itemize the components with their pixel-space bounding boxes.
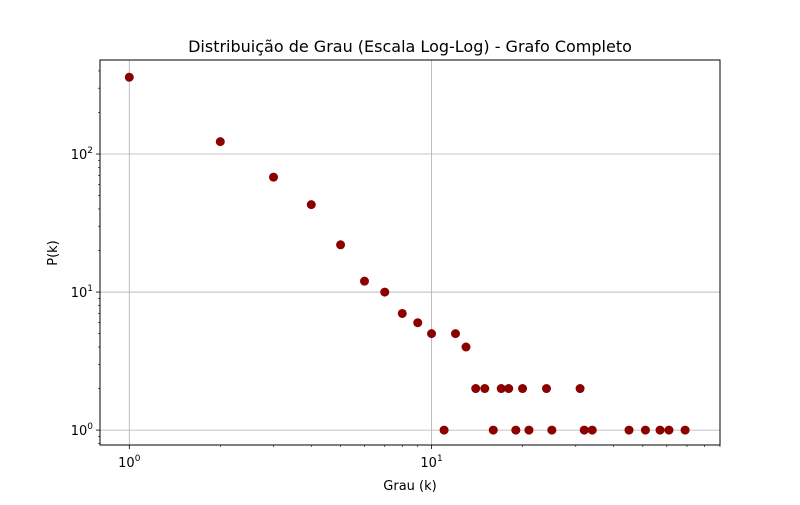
y-tick-label: 101 — [71, 284, 93, 301]
data-point — [360, 276, 370, 286]
data-point — [397, 308, 407, 318]
data-point — [587, 425, 597, 435]
data-point — [624, 425, 634, 435]
chart-title: Distribuição de Grau (Escala Log-Log) - … — [188, 37, 632, 56]
data-point — [471, 384, 481, 394]
data-point — [504, 384, 514, 394]
data-point — [215, 137, 225, 147]
data-point — [413, 318, 423, 328]
data-point — [124, 72, 134, 82]
data-point — [439, 425, 449, 435]
x-tick-label: 100 — [118, 454, 141, 471]
data-point — [640, 425, 650, 435]
data-point — [427, 329, 437, 339]
data-point — [488, 425, 498, 435]
y-axis-label: P(k) — [46, 240, 61, 266]
plot-frame — [99, 59, 721, 446]
data-point — [461, 342, 471, 352]
data-point — [524, 425, 534, 435]
data-point — [306, 200, 316, 210]
data-point — [511, 425, 521, 435]
data-point — [575, 384, 585, 394]
x-axis-label: Grau (k) — [383, 479, 436, 494]
data-point — [496, 384, 506, 394]
y-tick-label: 100 — [71, 422, 94, 439]
data-point — [579, 425, 589, 435]
x-tick-label: 101 — [420, 454, 442, 471]
data-point — [480, 384, 490, 394]
data-point — [269, 172, 279, 182]
y-tick-label: 102 — [71, 146, 93, 163]
data-point — [518, 384, 528, 394]
data-point — [680, 425, 690, 435]
data-point — [655, 425, 665, 435]
data-point — [380, 287, 390, 297]
data-points — [124, 72, 690, 435]
data-point — [541, 384, 551, 394]
data-point — [547, 425, 557, 435]
grid-lines — [100, 60, 720, 445]
data-point — [664, 425, 674, 435]
data-point — [336, 240, 346, 250]
data-point — [450, 329, 460, 339]
axis-ticks: 100 101 100 101 102 — [71, 70, 721, 471]
